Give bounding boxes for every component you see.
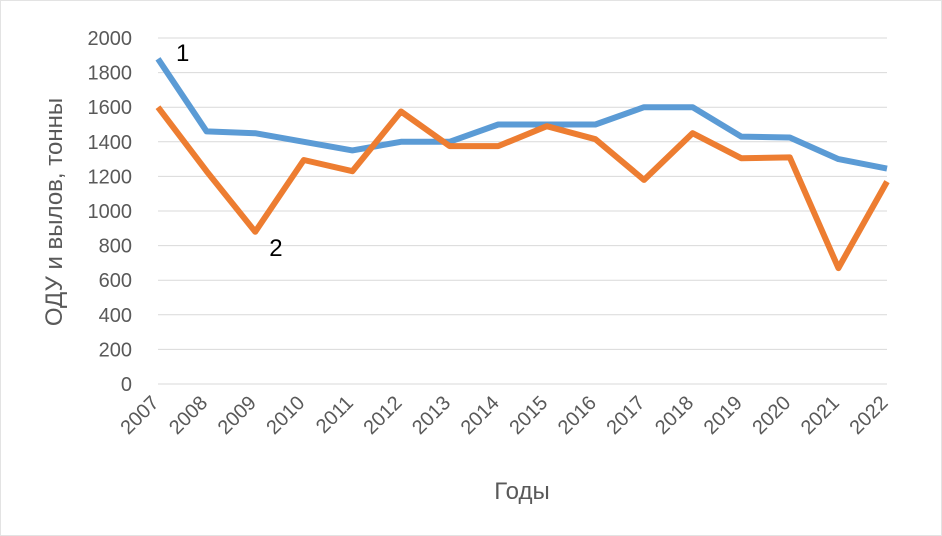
y-tick-label: 1400 bbox=[88, 132, 133, 154]
x-tick-label: 2007 bbox=[117, 392, 164, 439]
y-tick-label: 1000 bbox=[88, 201, 133, 223]
y-tick-label: 0 bbox=[121, 374, 132, 396]
x-tick-label: 2018 bbox=[651, 392, 698, 439]
y-tick-label: 400 bbox=[99, 305, 132, 327]
x-tick-label: 2011 bbox=[312, 392, 358, 438]
x-tick-label: 2008 bbox=[165, 392, 212, 439]
x-tick-label: 2012 bbox=[360, 392, 407, 439]
y-tick-label: 600 bbox=[99, 270, 132, 292]
x-tick-label: 2021 bbox=[797, 392, 844, 439]
series-line-1 bbox=[155, 57, 888, 172]
y-tick-label: 800 bbox=[99, 236, 132, 258]
y-tick-label: 1200 bbox=[88, 166, 133, 188]
x-tick-label: 2015 bbox=[505, 392, 552, 439]
x-tick-label: 2020 bbox=[748, 392, 795, 439]
x-tick-label: 2019 bbox=[700, 392, 747, 439]
x-tick-label: 2009 bbox=[214, 392, 261, 439]
series-label-2: 2 bbox=[269, 235, 282, 262]
y-axis-title: ОДУ и вылов, тонны bbox=[41, 98, 68, 326]
x-tick-label: 2016 bbox=[554, 392, 601, 439]
y-tick-label: 1800 bbox=[88, 63, 133, 85]
x-tick-label: 2022 bbox=[846, 392, 893, 439]
y-tick-label: 200 bbox=[99, 339, 132, 361]
series-lines bbox=[155, 57, 890, 272]
x-axis-ticks: 2007 2008 2009 2010 2011 2012 2013 2014 2015 2016… bbox=[117, 392, 893, 439]
x-tick-label: 2013 bbox=[408, 392, 455, 439]
x-tick-label: 2017 bbox=[603, 392, 650, 439]
y-axis-ticks: 0 200 400 600 800 1000 1200 1400 1600 1800 2000 bbox=[88, 28, 133, 396]
y-tick-label: 2000 bbox=[88, 28, 133, 50]
gridlines bbox=[158, 37, 887, 385]
x-tick-label: 2014 bbox=[457, 392, 504, 439]
x-tick-label: 2010 bbox=[262, 392, 309, 439]
series-line-2 bbox=[155, 105, 890, 272]
x-axis-title: Годы bbox=[494, 478, 549, 505]
series-label-1: 1 bbox=[176, 40, 189, 67]
series-labels: 12 bbox=[176, 40, 283, 262]
y-tick-label: 1600 bbox=[88, 97, 133, 119]
